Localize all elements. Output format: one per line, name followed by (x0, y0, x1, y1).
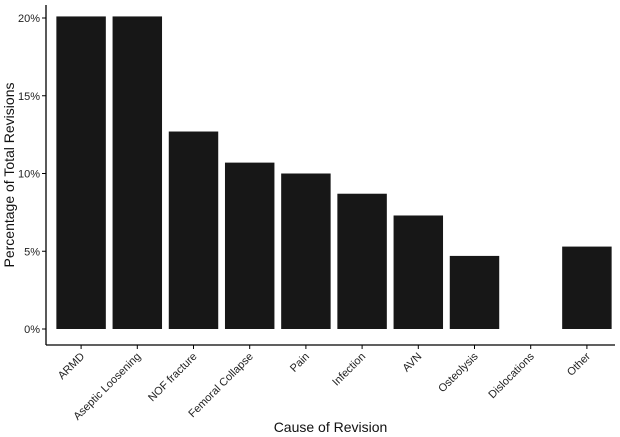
y-axis-title: Percentage of Total Revisions (1, 83, 17, 268)
bar-nof-fracture (168, 131, 219, 329)
x-tick-label: Infection (330, 351, 368, 389)
x-tick-label: Pain (288, 351, 312, 375)
x-tick-label: Dislocations (486, 350, 537, 401)
x-tick-label: NOF fracture (146, 351, 199, 404)
bars-group (56, 16, 612, 329)
bar-armd (56, 16, 106, 329)
y-tick-label: 5% (24, 246, 40, 258)
bar-avn (393, 215, 444, 329)
y-axis-ticks: 0% 5% 10% 15% 20% (18, 13, 46, 336)
bar-pain (281, 173, 331, 329)
y-tick-label: 20% (18, 13, 40, 25)
bar-other (562, 246, 612, 329)
bar-osteolysis (449, 255, 500, 329)
x-tick-label: ARMD (56, 351, 87, 382)
x-tick-label: AVN (401, 351, 425, 375)
x-tick-label: Osteolysis (436, 350, 481, 395)
y-tick-label: 0% (24, 324, 40, 336)
bar-femoral-collapse (224, 162, 275, 329)
y-tick-label: 15% (18, 91, 40, 103)
bar-infection (337, 193, 387, 329)
bar-aseptic-loosening (112, 16, 163, 329)
x-tick-label: Other (565, 350, 593, 378)
x-axis-title: Cause of Revision (274, 419, 388, 435)
y-tick-label: 10% (18, 169, 40, 181)
